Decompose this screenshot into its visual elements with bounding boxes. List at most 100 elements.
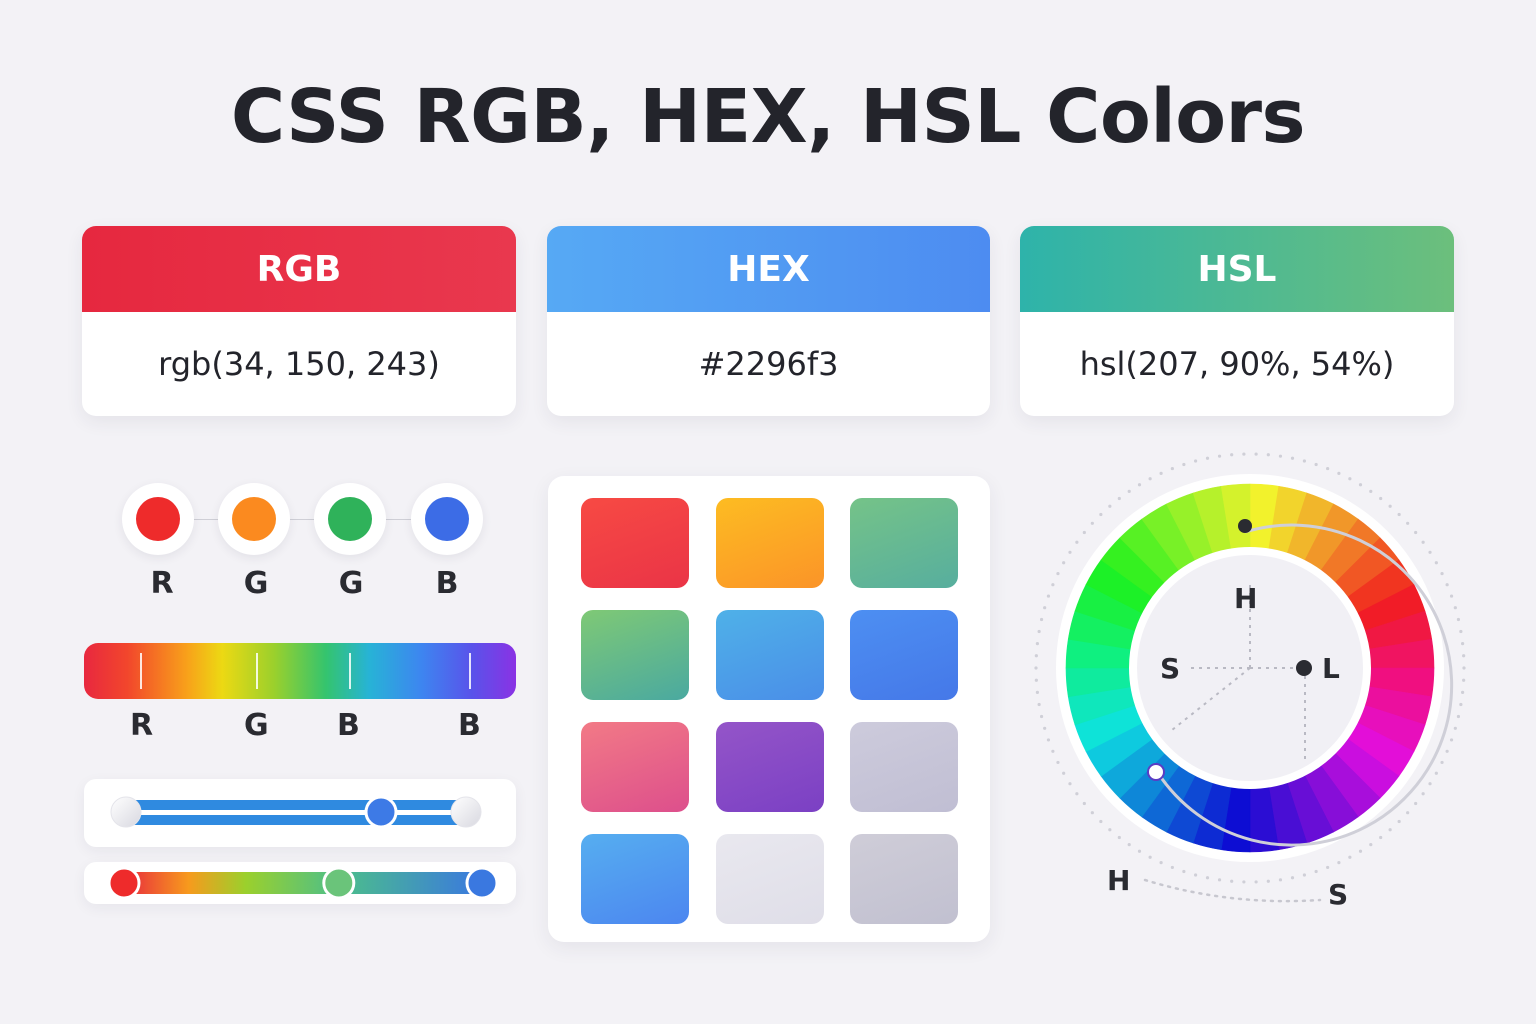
channel-dot-g2[interactable] [314,483,386,555]
blue-slider-panel [84,779,516,847]
color-swatch[interactable] [850,610,958,700]
green-dot-icon [328,497,372,541]
wheel-lightness-label: L [1322,652,1340,685]
spectrum-label: B [337,708,360,743]
outer-ring-dot [1406,521,1410,525]
outer-ring-dot [1099,819,1103,824]
outer-ring-dot [1461,642,1465,646]
outer-ring-dot [1428,782,1432,786]
outer-ring-dot [1037,702,1041,707]
rgb-card-header: RGB [82,226,516,312]
outer-ring-dot [1421,540,1425,544]
outer-ring-dot [1117,496,1121,501]
outer-ring-dot [1051,583,1055,587]
rainbow-slider-panel [84,862,516,904]
outer-ring-dot [1314,462,1318,467]
color-swatch[interactable] [850,498,958,588]
hue-marker-icon[interactable] [1238,519,1252,533]
outer-ring-dot [1449,738,1454,742]
hsl-card-header: HSL [1020,226,1454,312]
outer-ring-dot [1051,749,1055,753]
color-swatch[interactable] [581,498,689,588]
color-swatch[interactable] [716,834,824,924]
outer-ring-dot [1453,726,1457,730]
outer-ring-dot [1414,530,1418,535]
outer-ring-dot [1082,801,1086,806]
outer-ring-dot [1462,666,1466,670]
color-swatch[interactable] [716,610,824,700]
outer-ring-dot [1254,452,1258,456]
outer-ring-dot [1348,477,1352,481]
outer-ring-dot [1043,606,1047,610]
outer-ring-dot [1182,462,1186,467]
outer-ring-dot [1170,466,1174,471]
outer-ring-dot [1035,690,1039,694]
rainbow-slider-thumb[interactable] [322,866,356,900]
outer-ring-dot [1242,880,1246,884]
outer-ring-dot [1039,617,1044,622]
color-swatch[interactable] [850,722,958,812]
channel-dot-b[interactable] [411,483,483,555]
outer-ring-dot [1056,571,1060,576]
outer-ring-dot [1462,654,1466,658]
color-swatch[interactable] [581,722,689,812]
blue-slider[interactable] [84,779,516,847]
outer-ring-dot [1266,453,1270,457]
outer-ring-dot [1358,483,1363,487]
outer-ring-dot [1182,869,1186,874]
outer-ring-dot [1462,678,1466,682]
outer-ring-dot [1397,512,1401,517]
rainbow-slider[interactable] [84,862,516,904]
outer-ring-dot [1090,811,1094,815]
color-swatch[interactable] [716,722,824,812]
outer-ring-dot [1421,792,1425,796]
outer-ring-dot [1440,760,1444,765]
saturation-marker-icon[interactable] [1147,763,1165,781]
outer-ring-dot [1266,879,1270,883]
color-swatch[interactable] [581,610,689,700]
outer-ring-dot [1326,865,1330,870]
orange-dot-icon [232,497,276,541]
color-swatch[interactable] [850,834,958,924]
outer-ring-dot [1388,504,1392,508]
outer-ring-dot [1348,855,1352,859]
outer-ring-dot [1046,738,1051,742]
channel-label: G [338,566,364,601]
spectrum-tick [469,653,471,689]
outer-ring-dot [1254,880,1258,884]
outer-ring-dot [1414,801,1418,806]
blue-slider-thumb[interactable] [364,795,398,829]
blue-dot-icon [425,497,469,541]
outer-ring-dot [1302,459,1307,463]
spectrum-label: G [244,708,269,743]
outer-ring-dot [1034,678,1038,682]
outer-ring-dot [1314,869,1318,874]
channel-dot-r[interactable] [122,483,194,555]
outer-ring-dot [1127,843,1131,847]
hex-value: #2296f3 [698,345,839,383]
outer-saturation-label: S [1328,878,1349,911]
channel-dot-g1[interactable] [218,483,290,555]
outer-ring-dot [1453,606,1457,610]
spectrum-tick [140,653,142,689]
channel-label: R [150,566,174,601]
outer-ring-dot [1242,452,1246,456]
outer-ring-dot [1099,512,1103,517]
channel-label: B [435,566,459,601]
outer-ring-dot [1434,561,1438,565]
outer-ring-dot [1337,471,1341,475]
color-swatch[interactable] [581,834,689,924]
outer-hue-label: H [1107,864,1131,897]
outer-ring-dot [1406,811,1410,815]
outer-ring-dot [1434,771,1438,775]
color-swatch[interactable] [716,498,824,588]
outer-ring-dot [1428,550,1432,554]
outer-ring-dot [1068,550,1072,554]
outer-ring-dot [1148,477,1152,481]
outer-ring-dot [1170,865,1174,870]
outer-ring-dot [1205,456,1210,460]
color-spectrum-bar[interactable] [84,643,516,699]
hsl-color-wheel[interactable] [1000,440,1500,1000]
outer-ring-dot [1302,873,1307,877]
lightness-marker-icon[interactable] [1296,660,1312,676]
